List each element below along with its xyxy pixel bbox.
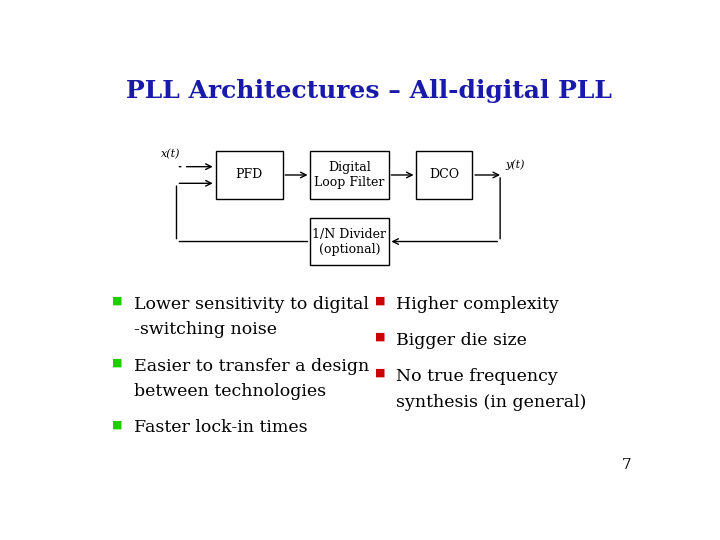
Text: ■: ■ <box>374 368 385 378</box>
FancyBboxPatch shape <box>310 151 389 199</box>
Text: DCO: DCO <box>429 168 459 181</box>
Text: ■: ■ <box>112 420 123 429</box>
Text: Digital
Loop Filter: Digital Loop Filter <box>315 161 384 189</box>
Text: Faster lock-in times: Faster lock-in times <box>133 420 307 436</box>
Text: Higher complexity: Higher complexity <box>396 295 559 313</box>
Text: No true frequency: No true frequency <box>396 368 557 385</box>
Text: Lower sensitivity to digital: Lower sensitivity to digital <box>133 295 369 313</box>
Text: between technologies: between technologies <box>133 383 325 400</box>
FancyBboxPatch shape <box>416 151 472 199</box>
Text: ■: ■ <box>112 295 123 306</box>
Text: PFD: PFD <box>235 168 263 181</box>
Text: ■: ■ <box>374 332 385 342</box>
FancyBboxPatch shape <box>310 218 389 266</box>
Text: 7: 7 <box>621 458 631 472</box>
Text: ■: ■ <box>374 295 385 306</box>
Text: synthesis (in general): synthesis (in general) <box>396 394 586 411</box>
Text: -switching noise: -switching noise <box>133 321 276 339</box>
Text: 1/N Divider
(optional): 1/N Divider (optional) <box>312 227 387 255</box>
Text: PLL Architectures – All-digital PLL: PLL Architectures – All-digital PLL <box>126 79 612 103</box>
Text: y(t): y(t) <box>505 159 525 170</box>
Text: Bigger die size: Bigger die size <box>396 332 526 349</box>
FancyBboxPatch shape <box>215 151 282 199</box>
Text: x(t): x(t) <box>161 149 181 160</box>
Text: Easier to transfer a design: Easier to transfer a design <box>133 357 369 375</box>
Text: ■: ■ <box>112 357 123 368</box>
